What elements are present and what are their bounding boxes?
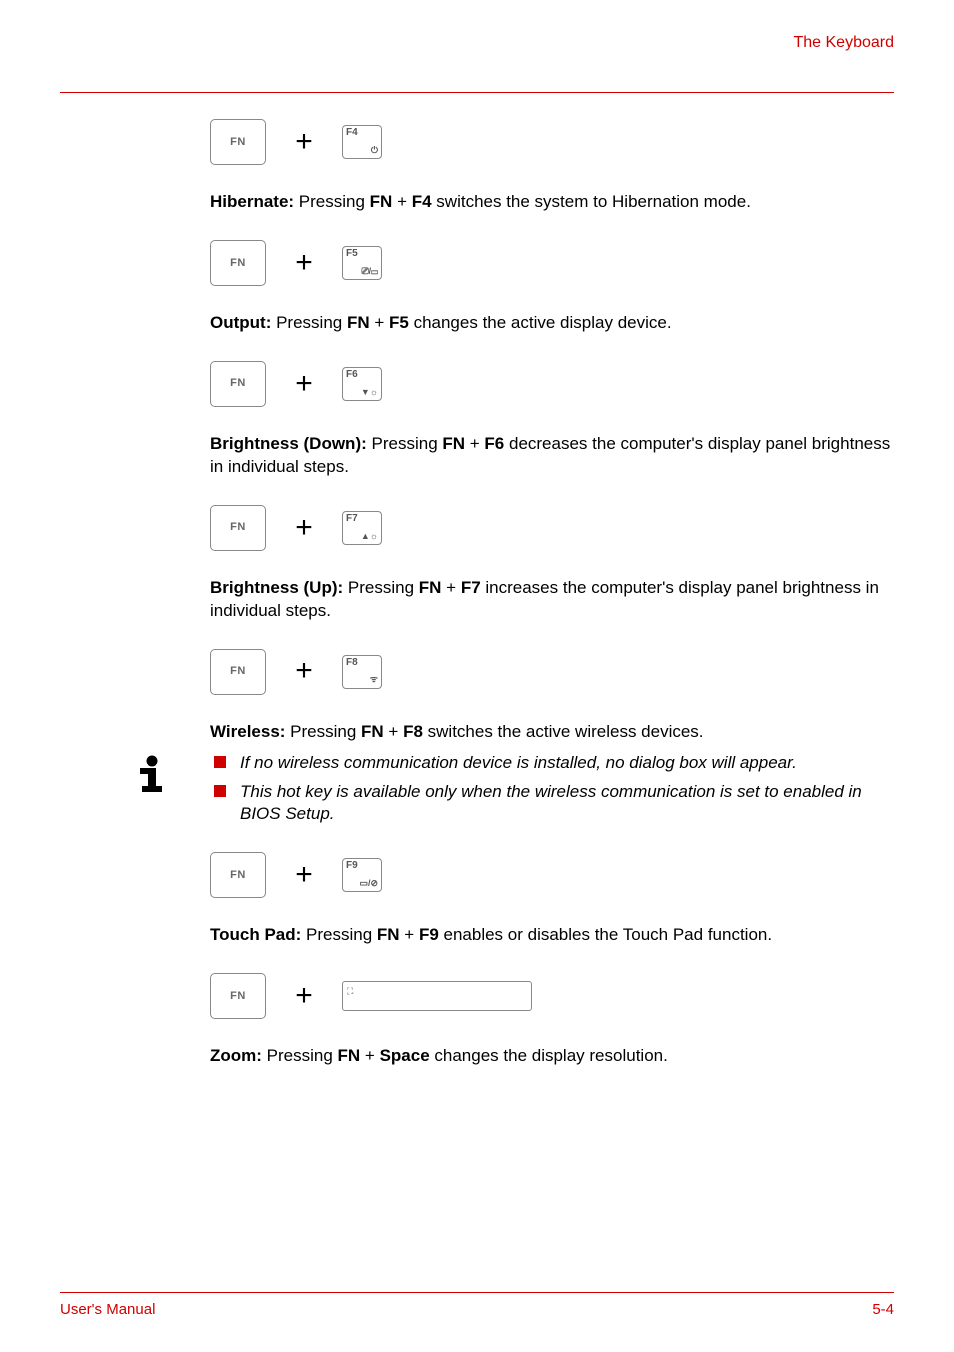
- fn-key-icon: FN: [210, 649, 266, 695]
- fn-key-icon: FN: [210, 361, 266, 407]
- plus-icon: +: [292, 651, 316, 692]
- zoom-text: Zoom: Pressing FN + Space changes the di…: [210, 1045, 894, 1068]
- fn-key-icon: FN: [210, 240, 266, 286]
- plus-icon: +: [292, 122, 316, 163]
- space-key-icon: ⛶: [342, 981, 532, 1011]
- plus-icon: +: [292, 243, 316, 284]
- content-area: FN + F4 ⏻ Hibernate: Pressing FN + F4 sw…: [60, 119, 894, 1068]
- fn-key-icon: FN: [210, 973, 266, 1019]
- key-combo-f4: FN + F4 ⏻: [210, 119, 894, 165]
- key-combo-f8: FN + F8 ᯤ: [210, 649, 894, 695]
- key-combo-f7: FN + F7 ▲☼: [210, 505, 894, 551]
- f5-key-icon: F5 ⎚/▭: [342, 246, 382, 280]
- fn-key-icon: FN: [210, 119, 266, 165]
- key-combo-f5: FN + F5 ⎚/▭: [210, 240, 894, 286]
- header-rule: [60, 92, 894, 93]
- key-combo-f9: FN + F9 ▭/⊘: [210, 852, 894, 898]
- f9-key-icon: F9 ▭/⊘: [342, 858, 382, 892]
- plus-icon: +: [292, 976, 316, 1017]
- plus-icon: +: [292, 855, 316, 896]
- wireless-text: Wireless: Pressing FN + F8 switches the …: [210, 721, 894, 744]
- footer-right: 5-4: [872, 1301, 894, 1318]
- f6-key-icon: F6 ▼☼: [342, 367, 382, 401]
- key-combo-space: FN + ⛶: [210, 973, 894, 1019]
- output-text: Output: Pressing FN + F5 changes the act…: [210, 312, 894, 335]
- plus-icon: +: [292, 508, 316, 549]
- plus-icon: +: [292, 364, 316, 405]
- footer-left: User's Manual: [60, 1301, 155, 1318]
- note-block: If no wireless communication device is i…: [130, 752, 894, 827]
- brightness-up-text: Brightness (Up): Pressing FN + F7 increa…: [210, 577, 894, 623]
- f7-key-icon: F7 ▲☼: [342, 511, 382, 545]
- note-item: If no wireless communication device is i…: [210, 752, 894, 775]
- info-icon: [130, 752, 174, 803]
- footer: User's Manual 5-4: [60, 1292, 894, 1318]
- note-item: This hot key is available only when the …: [210, 781, 894, 827]
- fn-key-icon: FN: [210, 505, 266, 551]
- hibernate-text: Hibernate: Pressing FN + F4 switches the…: [210, 191, 894, 214]
- touchpad-text: Touch Pad: Pressing FN + F9 enables or d…: [210, 924, 894, 947]
- key-combo-f6: FN + F6 ▼☼: [210, 361, 894, 407]
- f8-key-icon: F8 ᯤ: [342, 655, 382, 689]
- fn-key-icon: FN: [210, 852, 266, 898]
- note-list: If no wireless communication device is i…: [210, 752, 894, 827]
- f4-key-icon: F4 ⏻: [342, 125, 382, 159]
- header-title: The Keyboard: [60, 28, 894, 52]
- brightness-down-text: Brightness (Down): Pressing FN + F6 decr…: [210, 433, 894, 479]
